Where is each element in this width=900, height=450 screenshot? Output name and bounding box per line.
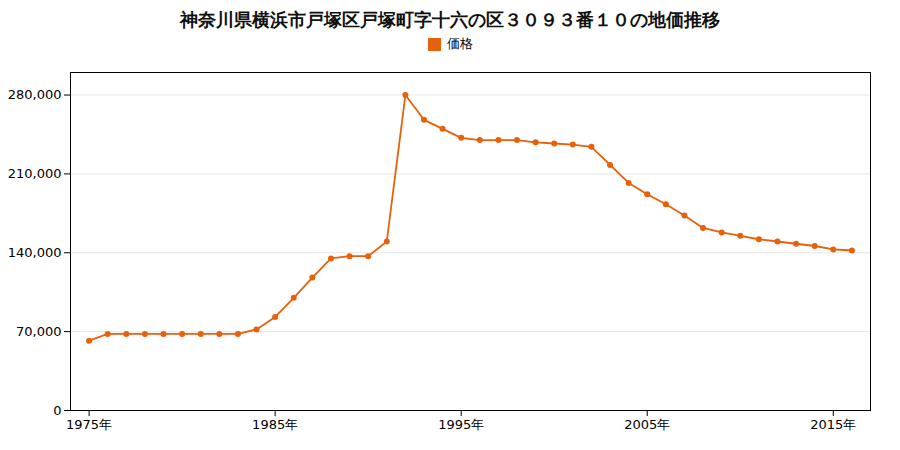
svg-text:1995年: 1995年 — [438, 417, 484, 432]
svg-text:210,000: 210,000 — [8, 166, 62, 181]
svg-text:70,000: 70,000 — [16, 324, 62, 339]
svg-text:0: 0 — [53, 403, 61, 418]
svg-text:2015年: 2015年 — [810, 417, 856, 432]
svg-text:140,000: 140,000 — [8, 245, 62, 260]
svg-text:280,000: 280,000 — [8, 87, 62, 102]
html-text:価格: 価格 — [446, 36, 473, 51]
svg-text:1975年: 1975年 — [66, 417, 112, 432]
svg-text:1985年: 1985年 — [252, 417, 298, 432]
html-text:神奈川県横浜市戸塚区戸塚町字十六の区３０９３番１０の地価推移: 神奈川県横浜市戸塚区戸塚町字十六の区３０９３番１０の地価推移 — [180, 9, 720, 30]
svg-text:2005年: 2005年 — [624, 417, 670, 432]
